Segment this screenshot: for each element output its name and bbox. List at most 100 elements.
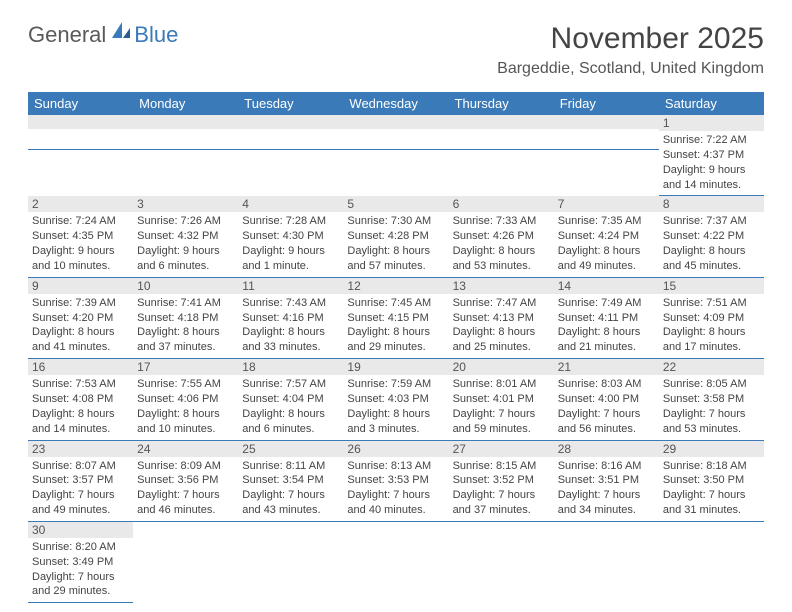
- day-number: 21: [554, 359, 659, 375]
- day-info: Sunrise: 8:03 AMSunset: 4:00 PMDaylight:…: [558, 377, 655, 436]
- calendar-cell: 10 Sunrise: 7:41 AMSunset: 4:18 PMDayligh…: [133, 278, 238, 359]
- logo-text-general: General: [28, 22, 106, 48]
- calendar-row: 16Sunrise: 7:53 AMSunset: 4:08 PMDayligh…: [28, 359, 764, 440]
- day-info: Sunrise: 7:55 AMSunset: 4:06 PMDaylight:…: [137, 377, 234, 436]
- calendar-cell: [343, 522, 448, 603]
- day-number: 10: [133, 278, 238, 294]
- day-number: 24: [133, 441, 238, 457]
- day-number: 13: [449, 278, 554, 294]
- day-info: Sunrise: 8:13 AMSunset: 3:53 PMDaylight:…: [347, 459, 444, 518]
- calendar-cell: 12Sunrise: 7:45 AMSunset: 4:15 PMDayligh…: [343, 278, 448, 359]
- day-info: Sunrise: 8:11 AMSunset: 3:54 PMDaylight:…: [242, 459, 339, 518]
- day-number: 23: [28, 441, 133, 457]
- calendar-cell: 1Sunrise: 7:22 AMSunset: 4:37 PMDaylight…: [659, 115, 764, 196]
- calendar-body: 1Sunrise: 7:22 AMSunset: 4:37 PMDaylight…: [28, 115, 764, 603]
- calendar-row: 2Sunrise: 7:24 AMSunset: 4:35 PMDaylight…: [28, 196, 764, 277]
- sail-icon: [110, 20, 132, 40]
- day-info: Sunrise: 7:28 AMSunset: 4:30 PMDaylight:…: [242, 214, 339, 273]
- day-info: Sunrise: 7:35 AMSunset: 4:24 PMDaylight:…: [558, 214, 655, 273]
- calendar-cell: 9Sunrise: 7:39 AMSunset: 4:20 PMDaylight…: [28, 278, 133, 359]
- day-number: 14: [554, 278, 659, 294]
- day-info: Sunrise: 7:53 AMSunset: 4:08 PMDaylight:…: [32, 377, 129, 436]
- calendar-cell: 5 Sunrise: 7:30 AMSunset: 4:28 PMDaylight…: [343, 196, 448, 277]
- day-number: 27: [449, 441, 554, 457]
- day-info: Sunrise: 7:43 AMSunset: 4:16 PMDaylight:…: [242, 296, 339, 355]
- calendar-cell: 16Sunrise: 7:53 AMSunset: 4:08 PMDayligh…: [28, 359, 133, 440]
- day-number: 12: [343, 278, 448, 294]
- day-info: Sunrise: 7:41 AMSunset: 4:18 PMDaylight:…: [137, 296, 234, 355]
- day-info: Sunrise: 7:26 AMSunset: 4:32 PMDaylight:…: [137, 214, 234, 273]
- calendar-cell: [343, 115, 448, 196]
- calendar-cell: 15Sunrise: 7:51 AMSunset: 4:09 PMDayligh…: [659, 278, 764, 359]
- weekday-header-row: SundayMondayTuesdayWednesdayThursdayFrid…: [28, 92, 764, 115]
- day-info: Sunrise: 7:59 AMSunset: 4:03 PMDaylight:…: [347, 377, 444, 436]
- calendar-cell: 19 Sunrise: 7:59 AMSunset: 4:03 PMDayligh…: [343, 359, 448, 440]
- calendar-cell: 13 Sunrise: 7:47 AMSunset: 4:13 PMDayligh…: [449, 278, 554, 359]
- calendar-cell: 27 Sunrise: 8:15 AMSunset: 3:52 PMDayligh…: [449, 441, 554, 522]
- calendar-row: 1Sunrise: 7:22 AMSunset: 4:37 PMDaylight…: [28, 115, 764, 196]
- day-number: 26: [343, 441, 448, 457]
- calendar-row: 30 Sunrise: 8:20 AMSunset: 3:49 PMDayligh…: [28, 522, 764, 603]
- calendar-cell: 30 Sunrise: 8:20 AMSunset: 3:49 PMDayligh…: [28, 522, 133, 603]
- day-number: 29: [659, 441, 764, 457]
- day-info: Sunrise: 7:47 AMSunset: 4:13 PMDaylight:…: [453, 296, 550, 355]
- day-number: 28: [554, 441, 659, 457]
- day-info: Sunrise: 7:30 AMSunset: 4:28 PMDaylight:…: [347, 214, 444, 273]
- calendar-cell: [449, 115, 554, 196]
- day-number: 7: [554, 196, 659, 212]
- day-number: 15: [659, 278, 764, 294]
- calendar-cell: [554, 522, 659, 603]
- day-number: 18: [238, 359, 343, 375]
- day-number: 20: [449, 359, 554, 375]
- day-info: Sunrise: 7:24 AMSunset: 4:35 PMDaylight:…: [32, 214, 129, 273]
- location-label: Bargeddie, Scotland, United Kingdom: [497, 60, 764, 78]
- calendar-cell: 24 Sunrise: 8:09 AMSunset: 3:56 PMDayligh…: [133, 441, 238, 522]
- weekday-header: Saturday: [659, 92, 764, 115]
- calendar-cell: 28Sunrise: 8:16 AMSunset: 3:51 PMDayligh…: [554, 441, 659, 522]
- weekday-header: Monday: [133, 92, 238, 115]
- weekday-header: Wednesday: [343, 92, 448, 115]
- day-info: Sunrise: 7:37 AMSunset: 4:22 PMDaylight:…: [663, 214, 760, 273]
- day-info: Sunrise: 8:18 AMSunset: 3:50 PMDaylight:…: [663, 459, 760, 518]
- day-info: Sunrise: 8:05 AMSunset: 3:58 PMDaylight:…: [663, 377, 760, 436]
- day-info: Sunrise: 8:20 AMSunset: 3:49 PMDaylight:…: [32, 540, 129, 599]
- calendar-cell: 2Sunrise: 7:24 AMSunset: 4:35 PMDaylight…: [28, 196, 133, 277]
- calendar-cell: 29 Sunrise: 8:18 AMSunset: 3:50 PMDayligh…: [659, 441, 764, 522]
- calendar-cell: 21 Sunrise: 8:03 AMSunset: 4:00 PMDayligh…: [554, 359, 659, 440]
- day-number: 5: [343, 196, 448, 212]
- calendar-cell: 14 Sunrise: 7:49 AMSunset: 4:11 PMDayligh…: [554, 278, 659, 359]
- calendar-cell: 8 Sunrise: 7:37 AMSunset: 4:22 PMDaylight…: [659, 196, 764, 277]
- day-number: 22: [659, 359, 764, 375]
- day-number: 30: [28, 522, 133, 538]
- calendar-cell: [238, 115, 343, 196]
- calendar-cell: 3 Sunrise: 7:26 AMSunset: 4:32 PMDaylight…: [133, 196, 238, 277]
- calendar-row: 9Sunrise: 7:39 AMSunset: 4:20 PMDaylight…: [28, 278, 764, 359]
- day-info: Sunrise: 8:09 AMSunset: 3:56 PMDaylight:…: [137, 459, 234, 518]
- day-number: 19: [343, 359, 448, 375]
- calendar-cell: 18 Sunrise: 7:57 AMSunset: 4:04 PMDayligh…: [238, 359, 343, 440]
- weekday-header: Tuesday: [238, 92, 343, 115]
- calendar-row: 23Sunrise: 8:07 AMSunset: 3:57 PMDayligh…: [28, 441, 764, 522]
- day-number: 17: [133, 359, 238, 375]
- day-info: Sunrise: 7:57 AMSunset: 4:04 PMDaylight:…: [242, 377, 339, 436]
- calendar-cell: [449, 522, 554, 603]
- calendar-cell: 11Sunrise: 7:43 AMSunset: 4:16 PMDayligh…: [238, 278, 343, 359]
- day-number: 3: [133, 196, 238, 212]
- day-number: 8: [659, 196, 764, 212]
- day-number: 4: [238, 196, 343, 212]
- weekday-header: Friday: [554, 92, 659, 115]
- calendar-cell: 23Sunrise: 8:07 AMSunset: 3:57 PMDayligh…: [28, 441, 133, 522]
- month-title: November 2025: [497, 22, 764, 56]
- day-info: Sunrise: 7:49 AMSunset: 4:11 PMDaylight:…: [558, 296, 655, 355]
- day-info: Sunrise: 8:15 AMSunset: 3:52 PMDaylight:…: [453, 459, 550, 518]
- calendar-cell: [133, 115, 238, 196]
- calendar-cell: [133, 522, 238, 603]
- calendar-cell: 20Sunrise: 8:01 AMSunset: 4:01 PMDayligh…: [449, 359, 554, 440]
- header: General Blue November 2025 Bargeddie, Sc…: [0, 0, 792, 86]
- day-info: Sunrise: 7:22 AMSunset: 4:37 PMDaylight:…: [663, 133, 760, 192]
- calendar-cell: [554, 115, 659, 196]
- day-number: 6: [449, 196, 554, 212]
- calendar-table: SundayMondayTuesdayWednesdayThursdayFrid…: [28, 92, 764, 603]
- weekday-header: Thursday: [449, 92, 554, 115]
- weekday-header: Sunday: [28, 92, 133, 115]
